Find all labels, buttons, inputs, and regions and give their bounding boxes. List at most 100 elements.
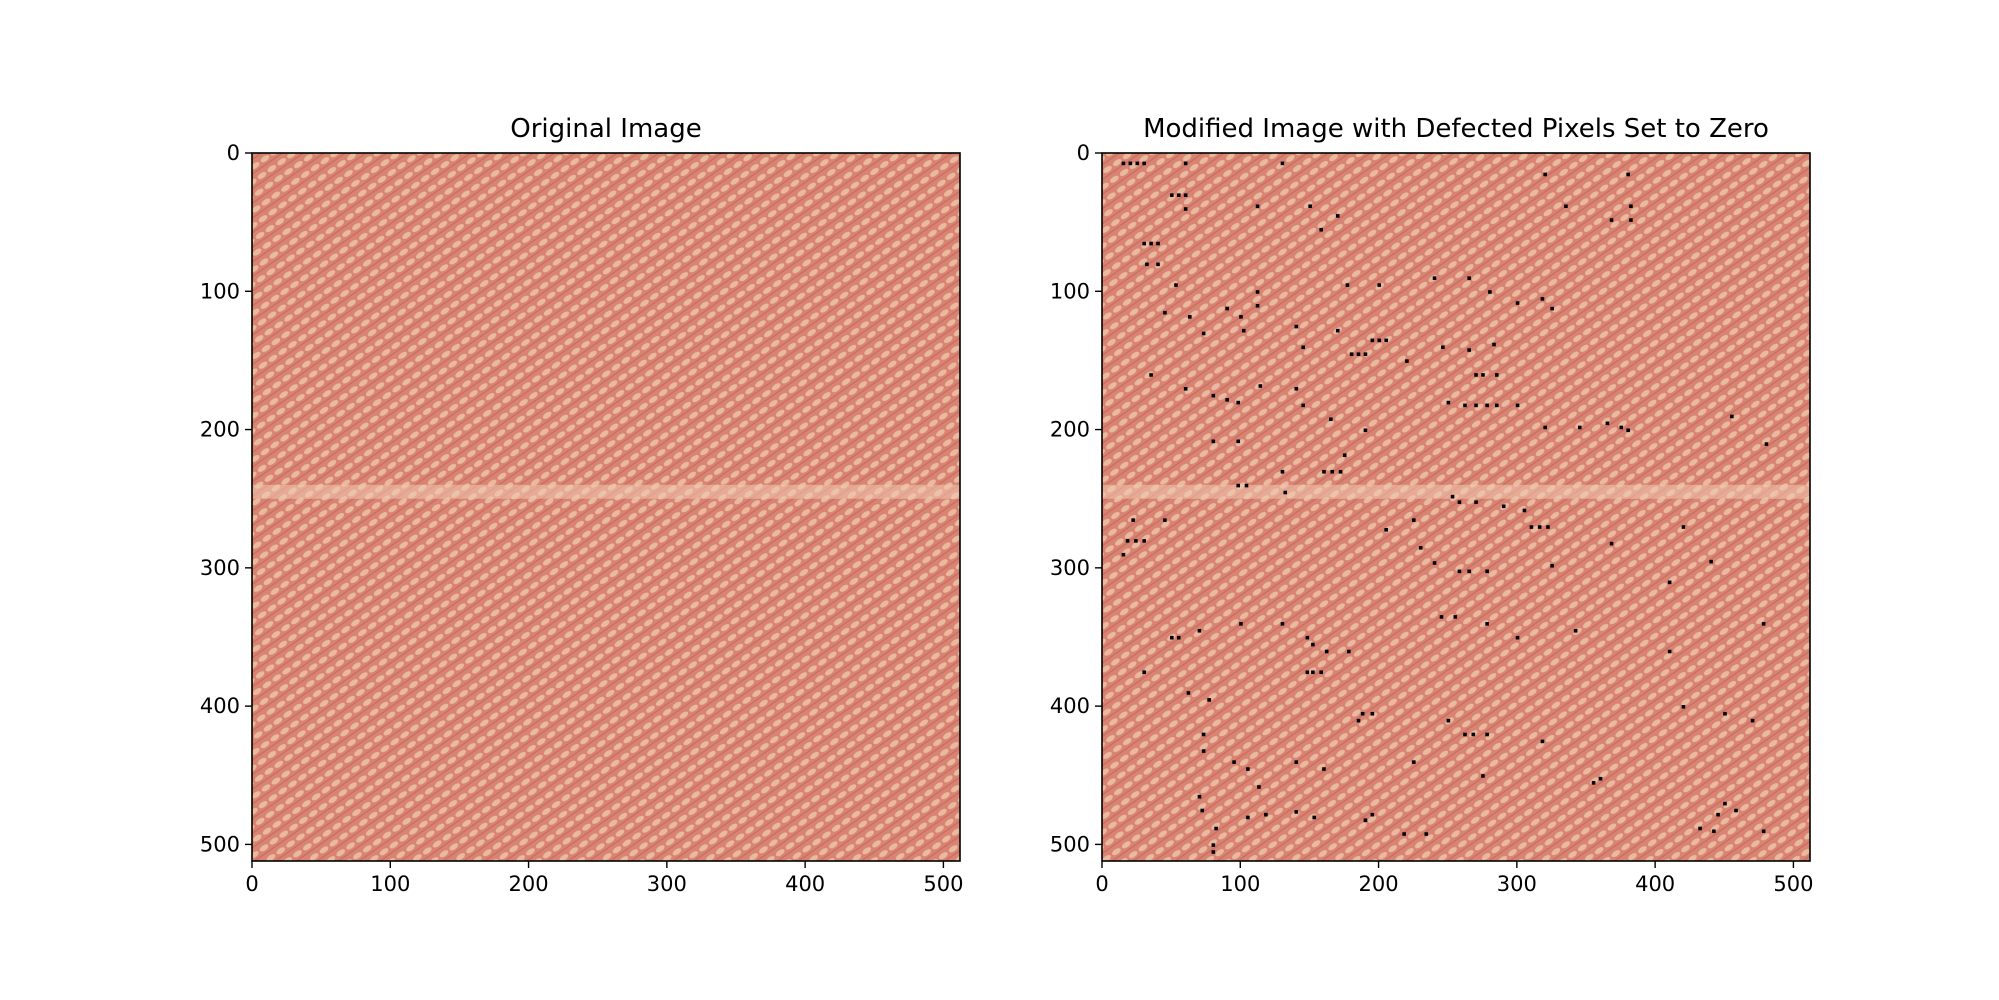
defect-pixel [1322, 469, 1326, 474]
defect-pixel [1723, 801, 1727, 806]
left-y-tick-label: 400 [200, 694, 240, 718]
defect-pixel [1591, 781, 1596, 785]
defect-pixel [1255, 304, 1260, 308]
defect-pixel [1573, 628, 1578, 633]
defect-pixel [1564, 204, 1568, 209]
defect-pixel [1450, 494, 1455, 499]
defect-pixel [1330, 469, 1335, 474]
defect-pixel [1709, 559, 1713, 564]
defect-pixel [1540, 297, 1545, 301]
defect-pixel [1515, 403, 1520, 408]
left-panel-title: Original Image [510, 114, 701, 144]
defect-pixel [1446, 718, 1451, 723]
defect-pixel [1246, 815, 1250, 820]
defect-pixel [1335, 214, 1340, 218]
left-x-tick-label: 0 [245, 872, 258, 896]
defect-pixel [1305, 635, 1310, 640]
defect-pixel [1488, 290, 1492, 294]
right-axes-frame [1101, 152, 1811, 862]
defect-pixel [1264, 812, 1268, 817]
defect-pixel [1156, 241, 1160, 246]
defect-pixel [1211, 850, 1216, 854]
left-x-tick-label: 300 [647, 872, 687, 896]
defect-pixel [1761, 829, 1766, 834]
defect-pixel [1712, 829, 1716, 834]
defect-pixel [1142, 539, 1146, 543]
defect-pixel [1176, 193, 1181, 197]
defect-pixel [1244, 483, 1249, 488]
left-image-bright-band [252, 484, 960, 499]
defect-pixel [1201, 331, 1206, 336]
defect-pixel [1176, 635, 1181, 640]
defect-pixel [1424, 832, 1429, 836]
defect-pixel [1764, 442, 1769, 446]
defect-pixel [1629, 204, 1633, 209]
defect-pixel [1319, 670, 1323, 675]
left-x-tick-label: 200 [509, 872, 549, 896]
right-x-tick-label: 500 [1773, 872, 1813, 896]
right-x-tick-label: 100 [1220, 872, 1260, 896]
defect-pixel [1197, 794, 1202, 799]
defect-pixel [1609, 541, 1614, 546]
defect-pixel [1188, 315, 1192, 319]
defect-pixel [1305, 670, 1310, 675]
defect-pixel [1294, 810, 1299, 814]
defect-pixel [1384, 528, 1388, 532]
right-y-tick-label: 400 [1050, 694, 1090, 718]
defect-pixel [1236, 439, 1241, 444]
right-x-tick-label: 200 [1359, 872, 1399, 896]
defect-pixel [1446, 400, 1451, 405]
right-y-tick-label: 100 [1050, 279, 1090, 303]
defect-pixel [1481, 774, 1485, 778]
defect-pixel [1609, 218, 1614, 222]
left-y-tick-label: 200 [200, 418, 240, 442]
defect-pixel [1370, 338, 1375, 343]
right-panel: Modified Image with Defected Pixels Set … [1050, 114, 1814, 896]
defect-pixel [1329, 417, 1333, 421]
defect-pixel [1131, 518, 1135, 522]
defect-pixel [1667, 649, 1672, 654]
defect-pixel [1356, 352, 1361, 356]
defect-pixel [1183, 161, 1188, 166]
defect-pixel [1239, 622, 1243, 626]
defect-pixel [1225, 306, 1229, 311]
defect-pixel [1412, 760, 1416, 764]
defect-pixel [1258, 384, 1263, 388]
defect-pixel [1363, 818, 1368, 823]
defect-pixel [1734, 808, 1738, 813]
defect-pixel [1405, 359, 1409, 363]
defect-pixel [1626, 428, 1630, 433]
right-y-tick-label: 0 [1077, 141, 1090, 165]
defect-pixel [1550, 306, 1554, 311]
defect-pixel [1241, 328, 1246, 333]
defect-pixel [1550, 563, 1554, 568]
left-x-tick-label: 500 [923, 872, 963, 896]
right-x-tick-label: 300 [1497, 872, 1537, 896]
defect-pixel [1283, 490, 1288, 495]
defect-pixel [1239, 315, 1243, 319]
defect-pixel [1214, 826, 1218, 831]
defect-pixel [1418, 545, 1423, 550]
defect-pixel [1363, 352, 1368, 356]
left-axes-frame [251, 152, 961, 862]
defect-pixel [1698, 826, 1702, 831]
defect-pixel [1494, 403, 1499, 408]
right-y-tick-label: 200 [1050, 418, 1090, 442]
defect-pixel [1543, 425, 1547, 430]
defect-pixel [1236, 483, 1241, 488]
right-defects [1121, 161, 1769, 854]
defect-pixel [1347, 649, 1351, 654]
defect-pixel [1200, 808, 1205, 813]
defect-pixel [1629, 218, 1633, 222]
defect-pixel [1186, 691, 1191, 695]
defect-pixel [1485, 403, 1489, 408]
defect-pixel [1121, 552, 1126, 557]
defect-pixel [1432, 561, 1437, 565]
defect-pixel [1255, 204, 1260, 209]
defect-pixel [1280, 161, 1285, 166]
defect-pixel [1174, 283, 1178, 287]
left-y-tick-label: 300 [200, 556, 240, 580]
defect-pixel [1467, 276, 1471, 280]
defect-pixel [1384, 338, 1388, 343]
